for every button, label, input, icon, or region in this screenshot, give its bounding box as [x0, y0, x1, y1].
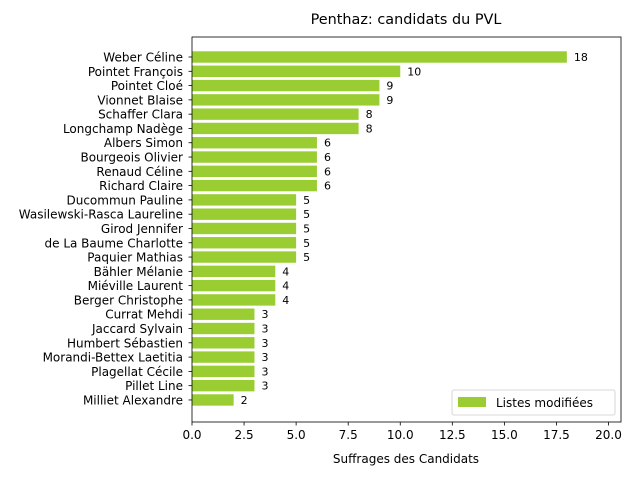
x-tick-label: 17.5: [543, 428, 570, 442]
bar: [192, 251, 297, 263]
y-tick-label: Bourgeois Olivier: [80, 151, 183, 165]
bar: [192, 165, 317, 178]
y-tick-label: Berger Christophe: [74, 293, 183, 307]
chart-title: Penthaz: candidats du PVL: [311, 12, 502, 28]
y-tick-label: Ducommun Pauline: [66, 193, 183, 207]
bar: [192, 208, 297, 220]
bar-value-label: 9: [386, 94, 393, 107]
bar-value-label: 18: [574, 51, 588, 64]
x-tick-label: 10.0: [387, 428, 414, 442]
bar-value-label: 3: [261, 351, 268, 364]
y-tick-label: Longchamp Nadège: [63, 122, 183, 136]
bar-value-label: 6: [324, 165, 331, 178]
bar-value-label: 2: [241, 394, 248, 407]
bar-value-label: 8: [366, 122, 373, 135]
y-tick-label: Paquier Mathias: [87, 251, 183, 265]
bar: [192, 279, 276, 292]
bar: [192, 194, 297, 206]
bar-value-label: 6: [324, 151, 331, 164]
bar-value-label: 3: [261, 323, 268, 336]
x-tick-label: 5.0: [287, 428, 306, 442]
plot-frame: [191, 36, 622, 423]
bar-value-label: 6: [324, 137, 331, 150]
bar: [192, 365, 255, 378]
y-tick-label: Milliet Alexandre: [83, 393, 183, 407]
bar-value-label: 5: [303, 237, 310, 250]
bar: [192, 294, 276, 306]
y-tick-label: Pillet Line: [125, 379, 183, 393]
bar-value-label: 6: [324, 180, 331, 193]
y-tick-label: Girod Jennifer: [101, 222, 183, 236]
x-tick-label: 20.0: [595, 428, 622, 442]
y-tick-label: Weber Céline: [103, 51, 183, 65]
y-tick-label: Morandi-Bettex Laetitia: [43, 351, 183, 365]
y-tick-label: de La Baume Charlotte: [45, 236, 184, 250]
bar-value-label: 9: [386, 80, 393, 93]
bar: [192, 179, 317, 192]
bar-value-label: 8: [366, 108, 373, 121]
bar-value-label: 3: [261, 380, 268, 393]
legend: Listes modifiées: [451, 389, 616, 416]
legend-label: Listes modifiées: [496, 396, 593, 410]
bar: [192, 308, 255, 320]
bar: [192, 51, 567, 63]
bar: [192, 222, 297, 235]
bar: [192, 351, 255, 363]
bar: [192, 65, 401, 77]
bar-value-label: 5: [303, 222, 310, 235]
y-tick-label: Jaccard Sylvain: [91, 322, 183, 336]
bar-value-label: 3: [261, 337, 268, 350]
bar-value-label: 4: [282, 294, 289, 307]
y-tick-label: Miéville Laurent: [88, 279, 184, 293]
bar-value-label: 5: [303, 194, 310, 207]
x-tick-label: 15.0: [491, 428, 518, 442]
bar-value-label: 10: [407, 65, 421, 78]
bar: [192, 79, 380, 92]
x-tick-label: 2.5: [235, 428, 254, 442]
bar-value-label: 4: [282, 280, 289, 293]
y-tick-label: Currat Mehdi: [105, 308, 183, 322]
bar-value-label: 3: [261, 365, 268, 378]
bar-value-label: 4: [282, 265, 289, 278]
y-tick-label: Humbert Sébastien: [67, 336, 183, 350]
bar: [192, 379, 255, 392]
x-tick-label: 0.0: [182, 428, 201, 442]
bar: [192, 265, 276, 278]
bar: [192, 108, 359, 120]
legend-box: [451, 389, 616, 416]
x-tick-label: 7.5: [339, 428, 358, 442]
y-tick-label: Wasilewski-Rasca Laureline: [19, 208, 183, 222]
x-axis: 0.0 2.5 5.0 7.5 10.0 12.5 15.0 17.5 20.0: [182, 422, 622, 442]
y-tick-label: Vionnet Blaise: [97, 93, 183, 107]
bar: [192, 151, 317, 163]
y-tick-label: Pointet Cloé: [111, 79, 183, 93]
bar-value-label: 5: [303, 208, 310, 221]
y-tick-label: Pointet François: [88, 65, 183, 79]
y-tick-label: Bähler Mélanie: [94, 265, 183, 279]
bar: [192, 322, 255, 335]
y-tick-label: Albers Simon: [104, 136, 183, 150]
bar-value-label: 5: [303, 251, 310, 264]
x-axis-label: Suffrages des Candidats: [333, 452, 479, 466]
y-tick-label: Richard Claire: [99, 179, 183, 193]
bar: [192, 337, 255, 349]
y-tick-label: Renaud Céline: [96, 165, 183, 179]
bar: [192, 394, 234, 406]
bars-group: [192, 51, 567, 406]
bar: [192, 137, 317, 149]
legend-swatch: [458, 397, 486, 407]
y-tick-label: Schaffer Clara: [98, 108, 183, 122]
y-tick-label: Plagellat Cécile: [91, 365, 183, 379]
bar: [192, 122, 359, 135]
bar-value-label: 3: [261, 308, 268, 321]
x-tick-label: 12.5: [439, 428, 466, 442]
bar: [192, 237, 297, 249]
bar: [192, 94, 380, 106]
